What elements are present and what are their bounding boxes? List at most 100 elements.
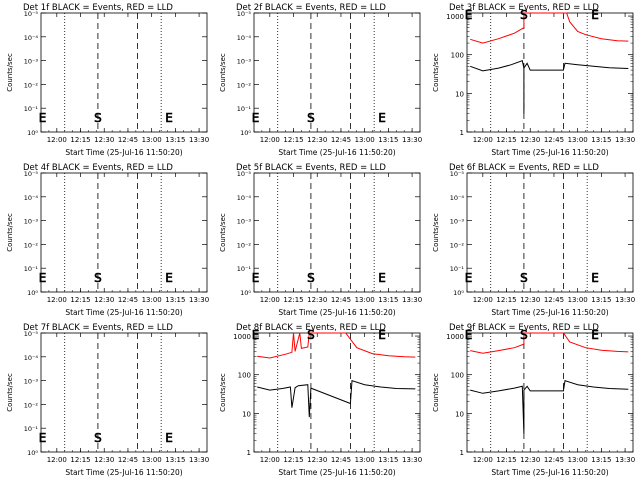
marker-label: E xyxy=(591,8,599,22)
x-tick-label: 12:00 xyxy=(260,296,280,304)
x-tick-label: 13:15 xyxy=(165,136,185,144)
x-tick-label: 12:15 xyxy=(496,456,516,464)
panel-8: Det 8f BLACK = Events, RED = LLD Counts/s… xyxy=(219,323,422,477)
x-axis-label: Start Time (25-Jul-16 11:50:20) xyxy=(65,308,182,317)
y-axis-label: Counts/sec xyxy=(432,373,440,412)
marker-label: E xyxy=(591,271,599,285)
marker-label: E xyxy=(252,271,260,285)
x-tick-label: 12:45 xyxy=(544,456,564,464)
x-tick-label: 12:30 xyxy=(307,456,327,464)
marker-label: S xyxy=(94,431,102,445)
y-tick-label: 10⁻⁴ xyxy=(24,34,39,42)
marker-label: S xyxy=(94,271,102,285)
marker-label: E xyxy=(252,328,260,342)
x-tick-label: 12:15 xyxy=(283,456,303,464)
panel-2: Det 2f BLACK = Events, RED = LLD Counts/s… xyxy=(219,3,422,157)
x-tick-label: 12:45 xyxy=(331,296,351,304)
x-tick-label: 13:15 xyxy=(378,456,398,464)
x-tick-label: 13:30 xyxy=(615,136,635,144)
panel-title: Det 5f BLACK = Events, RED = LLD xyxy=(236,163,386,173)
x-tick-label: 12:30 xyxy=(307,136,327,144)
y-tick-label: 10⁻⁵ xyxy=(237,170,252,178)
x-tick-label: 13:15 xyxy=(591,136,611,144)
x-tick-label: 12:00 xyxy=(47,456,67,464)
x-tick-label: 12:15 xyxy=(70,296,90,304)
series-lld-line xyxy=(470,332,629,354)
marker-label: S xyxy=(520,8,528,22)
y-tick-label: 1000 xyxy=(446,13,464,21)
x-tick-label: 12:00 xyxy=(260,456,280,464)
y-axis-label: Counts/sec xyxy=(219,213,227,252)
x-axis-label: Start Time (25-Jul-16 11:50:20) xyxy=(491,148,608,157)
y-tick-label: 10⁻¹ xyxy=(24,265,39,273)
y-tick-label: 10⁻³ xyxy=(450,218,465,226)
x-tick-label: 12:45 xyxy=(544,136,564,144)
plot-frame xyxy=(466,172,634,293)
x-tick-label: 12:15 xyxy=(496,136,516,144)
x-tick-label: 12:45 xyxy=(118,456,138,464)
plot-frame xyxy=(40,172,208,293)
y-tick-label: 10⁻¹ xyxy=(237,265,252,273)
plot-frame xyxy=(253,332,421,453)
y-tick-label: 10 xyxy=(455,90,464,98)
x-tick-label: 13:15 xyxy=(591,296,611,304)
plot-frame xyxy=(40,332,208,453)
y-axis-label: Counts/sec xyxy=(219,373,227,412)
x-tick-label: 13:30 xyxy=(402,296,422,304)
plot-frame xyxy=(253,12,421,133)
y-tick-label: 10⁻² xyxy=(450,241,465,249)
x-tick-label: 12:00 xyxy=(260,136,280,144)
panel-4: Det 4f BLACK = Events, RED = LLD Counts/s… xyxy=(6,163,209,317)
y-tick-label: 1 xyxy=(460,129,464,137)
series-events-line xyxy=(470,60,629,114)
y-tick-label: 10⁻⁴ xyxy=(450,194,465,202)
y-tick-label: 10⁰ xyxy=(240,129,251,137)
marker-label: E xyxy=(465,328,473,342)
x-tick-label: 13:00 xyxy=(568,456,588,464)
marker-label: S xyxy=(94,111,102,125)
y-tick-label: 10⁰ xyxy=(27,289,38,297)
y-tick-label: 10 xyxy=(455,410,464,418)
y-tick-label: 1000 xyxy=(233,333,251,341)
x-tick-label: 13:30 xyxy=(189,296,209,304)
marker-label: S xyxy=(520,271,528,285)
y-tick-label: 1 xyxy=(460,449,464,457)
y-tick-label: 10⁻² xyxy=(24,241,39,249)
x-tick-label: 13:00 xyxy=(142,296,162,304)
panel-title: Det 9f BLACK = Events, RED = LLD xyxy=(449,323,599,333)
x-tick-label: 12:15 xyxy=(496,296,516,304)
x-tick-label: 12:30 xyxy=(94,136,114,144)
y-tick-label: 10⁰ xyxy=(240,289,251,297)
x-tick-label: 12:45 xyxy=(118,296,138,304)
x-tick-label: 13:30 xyxy=(189,456,209,464)
marker-label: S xyxy=(520,328,528,342)
y-tick-label: 10⁰ xyxy=(453,289,464,297)
y-tick-label: 10 xyxy=(242,410,251,418)
x-tick-label: 12:00 xyxy=(473,136,493,144)
x-tick-label: 13:00 xyxy=(142,136,162,144)
marker-label: E xyxy=(165,431,173,445)
panel-title: Det 2f BLACK = Events, RED = LLD xyxy=(236,3,386,13)
x-tick-label: 12:45 xyxy=(118,136,138,144)
y-tick-label: 100 xyxy=(451,52,464,60)
x-tick-label: 13:00 xyxy=(568,136,588,144)
y-tick-label: 10⁻¹ xyxy=(237,105,252,113)
x-tick-label: 12:30 xyxy=(520,296,540,304)
panel-9: Det 9f BLACK = Events, RED = LLD Counts/s… xyxy=(432,323,635,477)
plot-frame xyxy=(253,172,421,293)
y-tick-label: 10⁰ xyxy=(27,449,38,457)
x-tick-label: 13:00 xyxy=(355,456,375,464)
panel-5: Det 5f BLACK = Events, RED = LLD Counts/s… xyxy=(219,163,422,317)
y-tick-label: 10⁻⁴ xyxy=(24,354,39,362)
series-events-line xyxy=(470,380,629,434)
y-tick-label: 1 xyxy=(247,449,251,457)
y-tick-label: 10⁻⁵ xyxy=(24,10,39,18)
x-tick-label: 12:30 xyxy=(94,456,114,464)
x-tick-label: 13:30 xyxy=(402,456,422,464)
y-tick-label: 100 xyxy=(451,372,464,380)
y-tick-label: 10⁻¹ xyxy=(24,105,39,113)
x-tick-label: 12:15 xyxy=(283,136,303,144)
marker-label: E xyxy=(165,111,173,125)
marker-label: E xyxy=(39,111,47,125)
x-tick-label: 12:00 xyxy=(47,136,67,144)
